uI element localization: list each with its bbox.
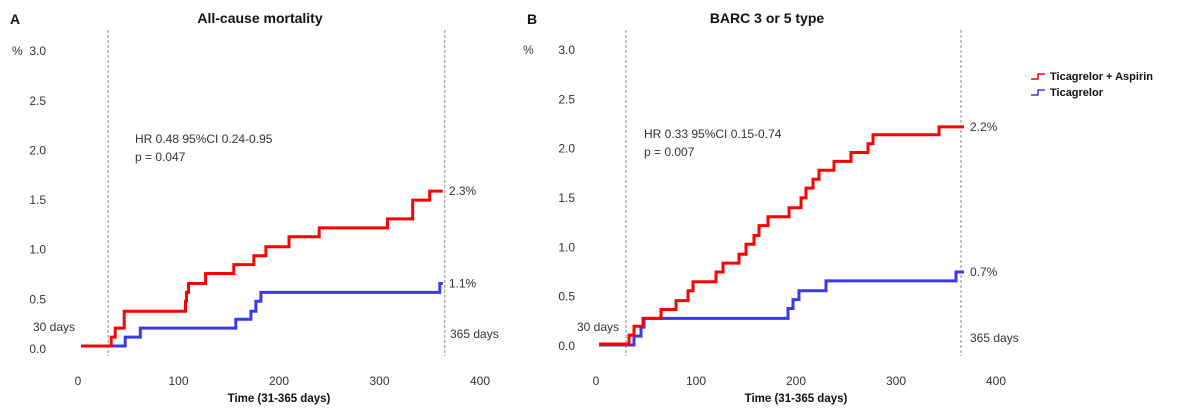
y-axis-label: %	[12, 44, 23, 58]
y-tick-label: 3.0	[29, 44, 46, 58]
hr-annotation: HR 0.33 95%CI 0.15-0.74	[644, 127, 782, 141]
x-tick-label: 100	[168, 374, 188, 388]
chart-title: BARC 3 or 5 type	[710, 10, 825, 26]
y-tick-label: 0.0	[558, 339, 575, 353]
y-tick-label: 1.0	[29, 243, 46, 257]
y-tick-label: 3.0	[558, 43, 575, 57]
hr-annotation: HR 0.48 95%CI 0.24-0.95	[135, 132, 273, 146]
p-value-annotation: p = 0.047	[135, 150, 186, 164]
x-tick-label: 0	[593, 374, 600, 388]
x-tick-label: 400	[470, 374, 490, 388]
x-axis-label: Time (31-365 days)	[745, 393, 848, 405]
x-tick-label: 400	[986, 374, 1006, 388]
x-tick-label: 0	[75, 374, 82, 388]
legend: Ticagrelor + Aspirin Ticagrelor	[1031, 71, 1153, 99]
y-tick-label: 1.5	[558, 191, 575, 205]
series-line-ticagrelor-aspirin	[81, 189, 443, 348]
start-label: 30 days	[577, 320, 619, 334]
x-tick-label: 300	[369, 374, 389, 388]
series-end-value-label: 0.7%	[970, 265, 998, 279]
series-end-value-label: 1.1%	[449, 276, 477, 290]
legend-label: Ticagrelor	[1050, 87, 1104, 99]
x-tick-label: 300	[886, 374, 906, 388]
y-tick-label: 2.5	[29, 94, 46, 108]
legend-swatch	[1031, 89, 1045, 96]
p-value-annotation: p = 0.007	[644, 145, 695, 159]
chart-title: All-cause mortality	[197, 10, 322, 26]
end-label: 365 days	[970, 331, 1019, 345]
y-tick-label: 2.0	[29, 143, 46, 157]
end-label: 365 days	[450, 327, 499, 341]
series-end-value-label: 2.2%	[970, 120, 998, 134]
x-axis-label: Time (31-365 days)	[228, 393, 331, 405]
series-line-ticagrelor	[81, 282, 443, 348]
y-tick-label: 1.5	[29, 193, 46, 207]
x-tick-label: 100	[686, 374, 706, 388]
y-tick-label: 2.5	[558, 92, 575, 106]
x-tick-label: 200	[269, 374, 289, 388]
x-tick-label: 200	[786, 374, 806, 388]
legend-label: Ticagrelor + Aspirin	[1050, 71, 1153, 83]
panel-barc-3-or-5: B BARC 3 or 5 type% 0.0 0.5 1.0 1.5 2.0 2.5 3.0 0…	[523, 10, 1019, 405]
start-label: 30 days	[33, 320, 75, 334]
legend-swatch	[1031, 73, 1045, 80]
y-tick-label: 0.5	[29, 292, 46, 306]
y-tick-label: 1.0	[558, 240, 575, 254]
y-tick-label: 0.0	[29, 342, 46, 356]
series-line-ticagrelor	[599, 270, 964, 347]
y-axis-label: %	[523, 43, 534, 57]
panel-label: B	[527, 11, 537, 27]
series-line-ticagrelor-aspirin	[599, 125, 964, 346]
y-tick-label: 2.0	[558, 142, 575, 156]
series-end-value-label: 2.3%	[449, 184, 477, 198]
y-tick-label: 0.5	[558, 290, 575, 304]
panel-label: A	[10, 11, 20, 27]
panel-all-cause-mortality: A All-cause mortality% 0.0 0.5 1.0 1.5 2.0 2.5 3…	[10, 10, 499, 405]
